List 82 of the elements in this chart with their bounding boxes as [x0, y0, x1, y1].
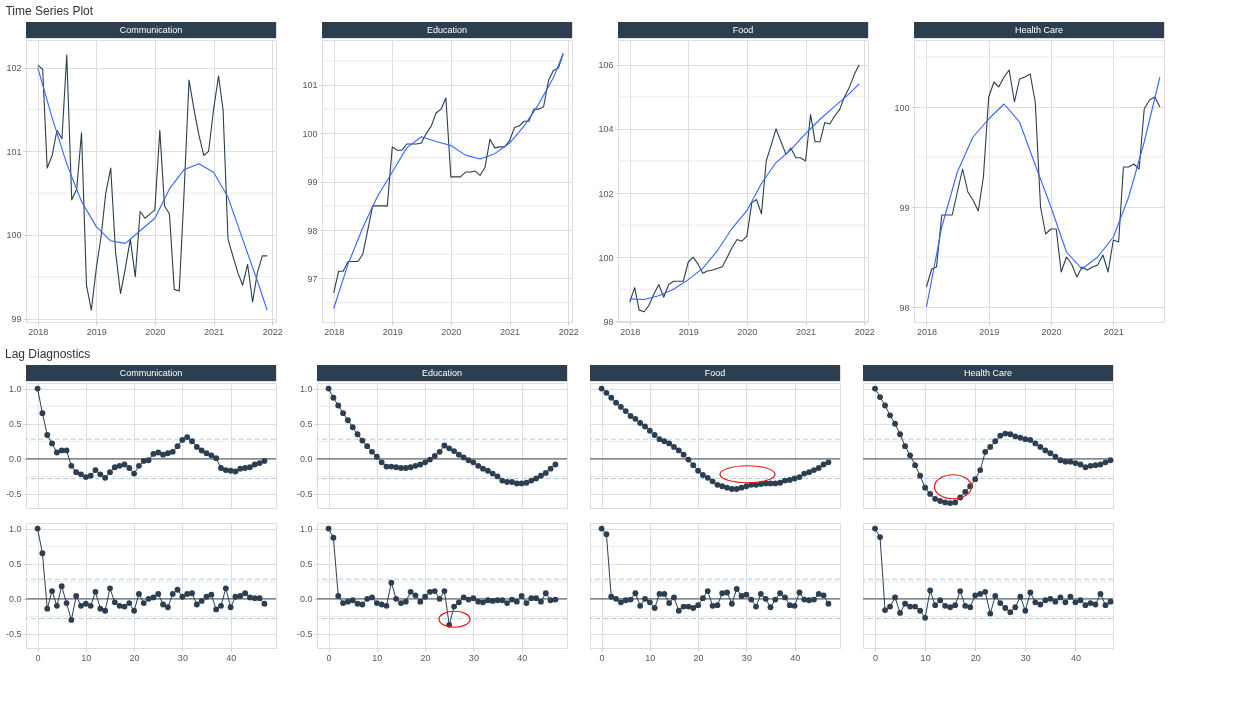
- x-tick-label: 10: [372, 652, 383, 663]
- x-tick-label: 2021: [500, 326, 521, 337]
- x-tick-label: 40: [790, 652, 801, 663]
- x-tick-label: 0: [873, 652, 879, 663]
- y-tick-label: 98: [307, 225, 318, 236]
- y-tick-label: 99: [307, 177, 318, 188]
- y-tick-label: 104: [598, 124, 614, 135]
- x-tick-label: 2019: [382, 326, 403, 337]
- chart-subtitle: Health Care: [1014, 25, 1064, 35]
- chart-subtitle: Communication: [119, 368, 183, 378]
- y-tick-label: 97: [307, 273, 318, 284]
- x-tick-label: 30: [1020, 652, 1031, 663]
- x-tick-label: 0: [35, 652, 41, 663]
- x-tick-label: 20: [129, 652, 140, 663]
- y-tick-label: 0.0: [8, 454, 22, 465]
- y-tick-label: -0.5: [5, 489, 22, 500]
- y-tick-label: 1.0: [299, 524, 313, 535]
- x-tick-label: 20: [420, 652, 431, 663]
- chart-title: Time Series Plot: [5, 3, 94, 18]
- x-tick-label: 30: [468, 652, 479, 663]
- x-tick-label: 2020: [145, 326, 166, 337]
- x-tick-label: 2021: [1103, 326, 1124, 337]
- y-tick-label: 0.0: [8, 594, 22, 605]
- y-tick-label: 1.0: [8, 524, 22, 535]
- x-tick-label: 2019: [86, 326, 107, 337]
- x-tick-label: 2018: [620, 326, 641, 337]
- x-tick-label: 30: [177, 652, 188, 663]
- y-tick-label: 0.5: [8, 419, 22, 430]
- y-tick-label: 0.0: [299, 594, 313, 605]
- y-tick-label: 1.0: [299, 384, 313, 395]
- x-tick-label: 10: [645, 652, 656, 663]
- chart-title: Lag Diagnostics: [4, 346, 91, 361]
- chart-subtitle: Communication: [119, 25, 183, 35]
- y-tick-label: 99: [11, 314, 22, 325]
- x-tick-label: 20: [693, 652, 704, 663]
- y-tick-label: 100: [598, 252, 614, 263]
- x-tick-label: 2018: [324, 326, 345, 337]
- x-tick-label: 40: [226, 652, 237, 663]
- x-tick-label: 2022: [262, 326, 283, 337]
- y-tick-label: 101: [302, 80, 318, 91]
- x-tick-label: 2020: [737, 326, 758, 337]
- x-tick-label: 0: [599, 652, 605, 663]
- y-tick-label: -0.5: [5, 629, 22, 640]
- y-tick-label: 0.5: [8, 559, 22, 570]
- x-tick-label: 40: [1070, 652, 1081, 663]
- x-tick-label: 10: [920, 652, 931, 663]
- x-tick-label: 2018: [916, 326, 937, 337]
- y-tick-label: 1.0: [8, 384, 22, 395]
- y-tick-label: 100: [302, 128, 318, 139]
- y-tick-label: 100: [894, 102, 910, 113]
- x-tick-label: 2022: [558, 326, 579, 337]
- chart-subtitle: Health Care: [963, 368, 1013, 378]
- y-tick-label: 102: [6, 63, 22, 74]
- y-tick-label: 0.5: [299, 419, 313, 430]
- y-tick-label: -0.5: [296, 489, 313, 500]
- x-tick-label: 2019: [979, 326, 1000, 337]
- x-tick-label: 2021: [796, 326, 817, 337]
- x-tick-label: 2022: [854, 326, 875, 337]
- y-tick-label: 102: [598, 188, 614, 199]
- y-tick-label: 106: [598, 60, 614, 71]
- y-tick-label: 98: [603, 316, 614, 327]
- x-tick-label: 30: [741, 652, 752, 663]
- chart-subtitle: Food: [704, 368, 726, 378]
- chart-subtitle: Education: [421, 368, 463, 378]
- x-tick-label: 0: [326, 652, 332, 663]
- x-tick-label: 20: [970, 652, 981, 663]
- x-tick-label: 2021: [204, 326, 225, 337]
- y-tick-label: 100: [6, 230, 22, 241]
- chart-subtitle: Education: [426, 25, 468, 35]
- x-tick-label: 2020: [1041, 326, 1062, 337]
- y-tick-label: 101: [6, 146, 22, 157]
- chart-subtitle: Food: [732, 25, 754, 35]
- x-tick-label: 40: [517, 652, 528, 663]
- y-tick-label: 99: [899, 202, 910, 213]
- y-tick-label: 0.0: [299, 454, 313, 465]
- y-tick-label: 98: [899, 302, 910, 313]
- x-tick-label: 10: [81, 652, 92, 663]
- x-tick-label: 2019: [678, 326, 699, 337]
- y-tick-label: 0.5: [299, 559, 313, 570]
- y-tick-label: -0.5: [296, 629, 313, 640]
- x-tick-label: 2018: [28, 326, 49, 337]
- x-tick-label: 2020: [441, 326, 462, 337]
